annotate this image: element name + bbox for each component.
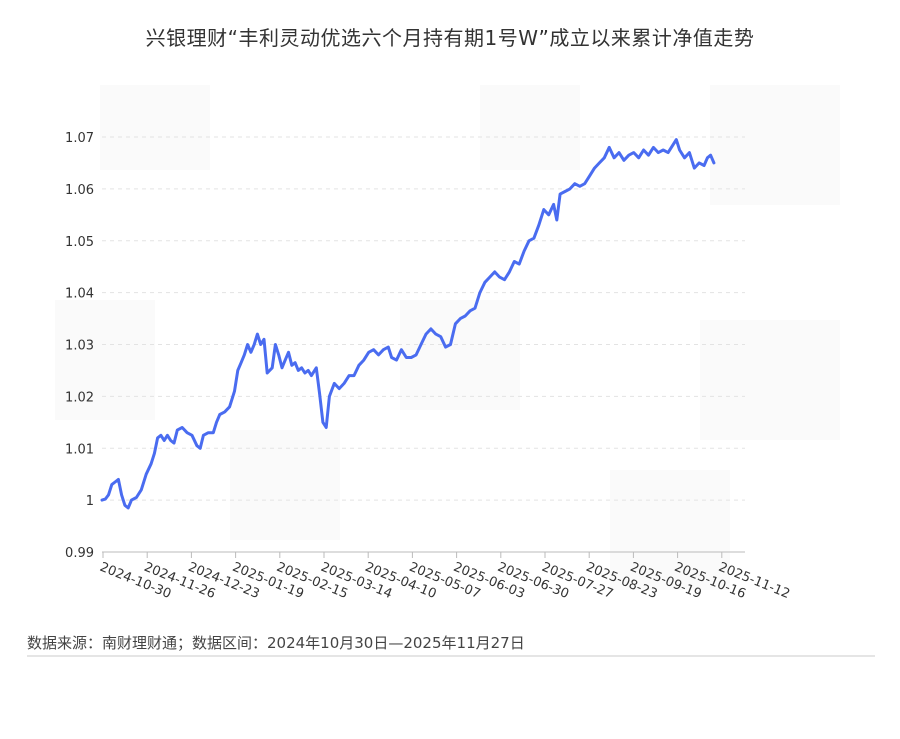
y-tick-label: 1.01 (65, 442, 94, 457)
background-block (700, 320, 840, 440)
background-block (55, 300, 155, 420)
background-block (610, 470, 730, 590)
y-tick-label: 1.05 (65, 235, 94, 250)
background-block (710, 85, 840, 205)
y-tick-label: 1.02 (65, 390, 94, 405)
grid-lines (102, 136, 745, 501)
background-block (100, 85, 210, 170)
series-layer (100, 138, 716, 510)
y-tick-label: 1.03 (65, 339, 94, 354)
data-source-note: 数据来源：南财理财通；数据区间：2024年10月30日—2025年11月27日 (27, 634, 525, 652)
y-tick-label: 1.04 (65, 287, 94, 302)
background-block (230, 430, 340, 540)
y-tick-label: 1.07 (65, 131, 94, 146)
line-chart: 0.99 1 1.01 1.02 1.03 1.04 1.05 1.06 1.07 2024-1… (55, 85, 840, 603)
x-tick-labels: 2024-10-302024-11-262024-12-232025-01-19… (98, 560, 792, 602)
chart-background (55, 85, 840, 590)
chart-title: 兴银理财“丰利灵动优选六个月持有期1号W”成立以来累计净值走势 (145, 26, 755, 50)
axes (102, 551, 745, 558)
y-tick-labels: 0.99 1 1.01 1.02 1.03 1.04 1.05 1.06 1.07 (65, 131, 94, 561)
background-block (480, 85, 580, 170)
background-block (400, 300, 520, 410)
series-line (100, 138, 716, 510)
source-divider (27, 655, 875, 657)
y-tick-label: 1.06 (65, 183, 94, 198)
y-tick-label: 1 (86, 494, 94, 509)
y-tick-label: 0.99 (65, 546, 94, 561)
